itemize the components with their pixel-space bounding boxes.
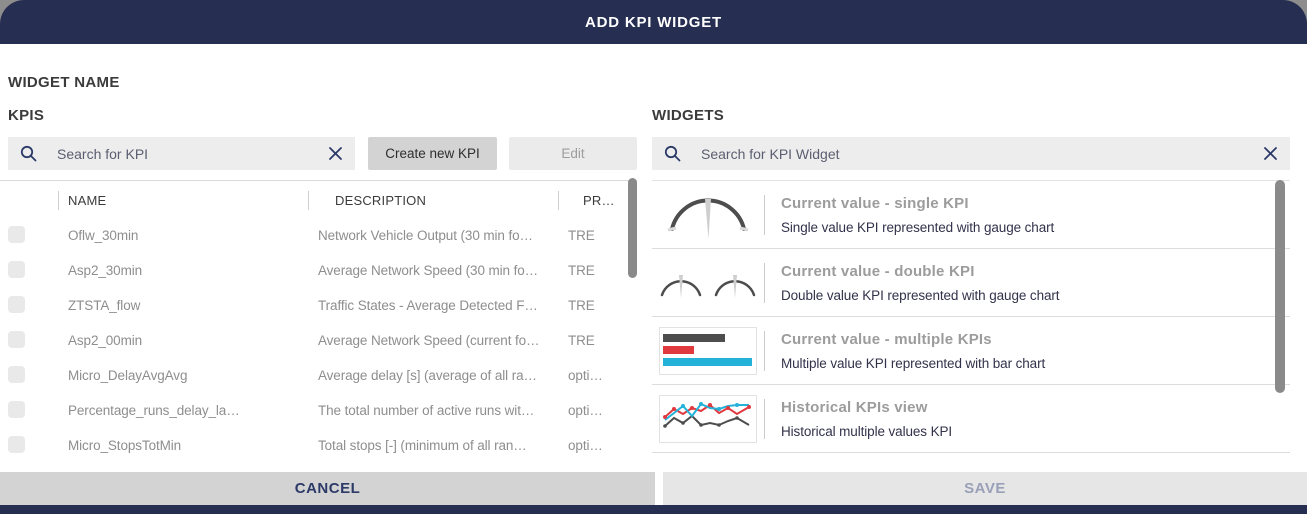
kpi-name: Micro_DelayAvgAvg <box>68 368 188 383</box>
kpi-table-header: NAME DESCRIPTION PR… <box>0 181 637 219</box>
column-header-name: NAME <box>68 193 107 208</box>
table-row[interactable]: Micro_DelayAvgAvg Average delay [s] (ave… <box>0 359 637 394</box>
table-row[interactable]: Oflw_30min Network Vehicle Output (30 mi… <box>0 219 637 254</box>
search-icon <box>664 145 681 162</box>
column-divider <box>558 191 559 210</box>
dialog-titlebar: ADD KPI WIDGET <box>0 0 1307 44</box>
widgets-panel-title: WIDGETS <box>652 107 725 124</box>
item-divider <box>764 262 765 303</box>
widget-option-title: Current value - multiple KPIs <box>781 330 992 348</box>
search-icon <box>20 145 37 162</box>
widget-search-box <box>652 137 1290 170</box>
kpi-provider: TRE <box>568 333 595 348</box>
kpi-search-box <box>8 137 355 170</box>
kpi-description: The total number of active runs wit… <box>318 403 535 418</box>
gauge-double-icon <box>652 265 764 301</box>
column-header-description: DESCRIPTION <box>335 193 427 208</box>
kpis-panel-title: KPIS <box>8 107 45 124</box>
column-divider <box>308 191 309 210</box>
kpi-provider: opti… <box>568 438 603 453</box>
line-chart-icon <box>652 394 764 443</box>
kpi-search-input[interactable] <box>55 144 328 163</box>
kpi-description: Average Network Speed (current fo… <box>318 333 540 348</box>
widget-option-description: Double value KPI represented with gauge … <box>781 287 1060 303</box>
create-new-kpi-button[interactable]: Create new KPI <box>368 137 497 170</box>
widget-option-description: Multiple value KPI represented with bar … <box>781 355 1046 371</box>
item-divider <box>764 194 765 235</box>
kpi-table-scrollbar[interactable] <box>628 178 637 278</box>
widget-list: Current value - single KPI Single value … <box>652 180 1290 453</box>
widget-list-scrollbar[interactable] <box>1275 180 1285 393</box>
gauge-single-icon <box>652 189 764 241</box>
row-checkbox[interactable] <box>8 436 25 453</box>
row-checkbox[interactable] <box>8 261 25 278</box>
widget-option-line-chart[interactable]: Historical KPIs view Historical multiple… <box>652 385 1290 453</box>
table-row[interactable]: ZTSTA_flow Traffic States - Average Dete… <box>0 289 637 324</box>
clear-icon[interactable] <box>328 146 343 161</box>
widget-option-title: Historical KPIs view <box>781 398 928 416</box>
kpi-description: Average Network Speed (30 min fo… <box>318 263 539 278</box>
row-checkbox[interactable] <box>8 366 25 383</box>
widget-option-description: Single value KPI represented with gauge … <box>781 219 1055 235</box>
table-row[interactable]: Percentage_runs_delay_la… The total numb… <box>0 394 637 429</box>
kpi-name: Micro_StopsTotMin <box>68 438 182 453</box>
widget-option-double-gauge[interactable]: Current value - double KPI Double value … <box>652 249 1290 317</box>
kpi-description: Total stops [-] (minimum of all ran… <box>318 438 527 453</box>
column-divider <box>58 191 59 210</box>
widget-search-input[interactable] <box>699 144 1263 163</box>
widget-option-single-gauge[interactable]: Current value - single KPI Single value … <box>652 181 1290 249</box>
kpi-name: ZTSTA_flow <box>68 298 141 313</box>
kpi-description: Average delay [s] (average of all ra… <box>318 368 537 383</box>
row-checkbox[interactable] <box>8 226 25 243</box>
cancel-button[interactable]: CANCEL <box>0 472 655 505</box>
kpi-provider: opti… <box>568 368 603 383</box>
kpi-description: Traffic States - Average Detected F… <box>318 298 538 313</box>
table-row[interactable]: Asp2_30min Average Network Speed (30 min… <box>0 254 637 289</box>
item-divider <box>764 398 765 439</box>
dialog-title: ADD KPI WIDGET <box>584 13 723 31</box>
save-button[interactable]: SAVE <box>663 472 1307 505</box>
kpi-provider: TRE <box>568 298 595 313</box>
table-row[interactable]: Asp2_00min Average Network Speed (curren… <box>0 324 637 359</box>
window-bottom-edge <box>0 505 1307 514</box>
kpi-name: Asp2_00min <box>68 333 143 348</box>
row-checkbox[interactable] <box>8 331 25 348</box>
kpi-name: Percentage_runs_delay_la… <box>68 403 240 418</box>
row-checkbox[interactable] <box>8 401 25 418</box>
widget-option-bar-chart[interactable]: Current value - multiple KPIs Multiple v… <box>652 317 1290 385</box>
row-checkbox[interactable] <box>8 296 25 313</box>
column-header-pr: PR… <box>583 193 615 208</box>
kpi-provider: TRE <box>568 263 595 278</box>
kpi-provider: TRE <box>568 228 595 243</box>
widget-option-title: Current value - single KPI <box>781 194 969 212</box>
widget-name-label: WIDGET NAME <box>8 74 120 91</box>
kpi-description: Network Vehicle Output (30 min fo… <box>318 228 533 243</box>
widget-option-description: Historical multiple values KPI <box>781 423 953 439</box>
kpi-name: Oflw_30min <box>68 228 139 243</box>
widget-option-title: Current value - double KPI <box>781 262 975 280</box>
kpi-provider: opti… <box>568 403 603 418</box>
table-row[interactable]: Micro_StopsTotMin Total stops [-] (minim… <box>0 429 637 464</box>
edit-kpi-button[interactable]: Edit <box>509 137 637 170</box>
kpi-table: NAME DESCRIPTION PR… Oflw_30min Network … <box>0 180 637 464</box>
bar-chart-icon <box>652 326 764 375</box>
clear-icon[interactable] <box>1263 146 1278 161</box>
kpi-name: Asp2_30min <box>68 263 143 278</box>
item-divider <box>764 330 765 371</box>
